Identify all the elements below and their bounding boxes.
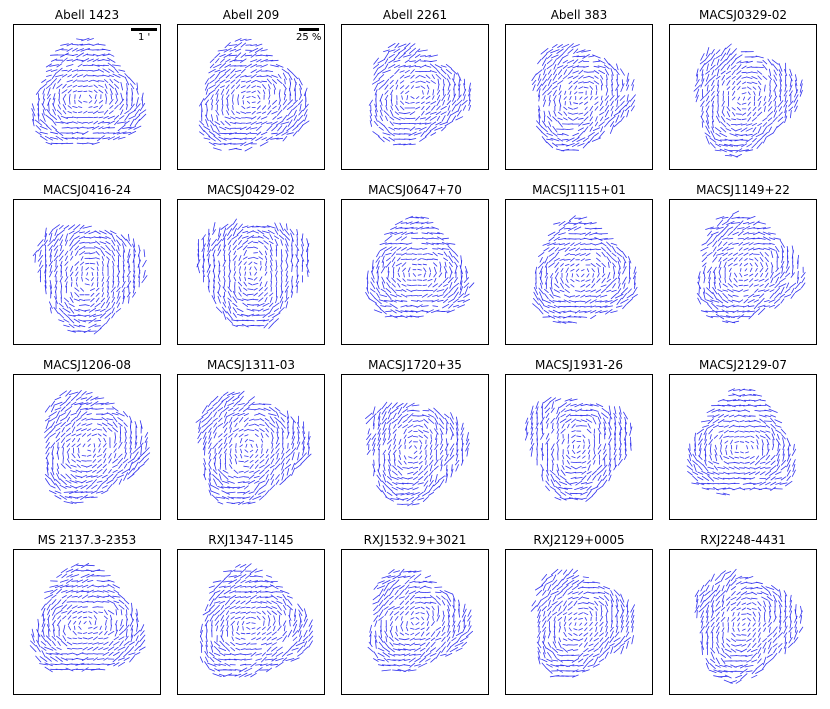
stick-field xyxy=(199,563,314,678)
field-panel xyxy=(669,549,817,695)
length-scale-bar xyxy=(131,28,157,31)
field-panel xyxy=(341,24,489,170)
field-panel xyxy=(177,24,325,170)
field-panel xyxy=(505,199,653,345)
field-panel xyxy=(177,199,325,345)
field-panel xyxy=(13,199,161,345)
field-panel xyxy=(13,24,161,170)
panel-title: MS 2137.3-2353 xyxy=(37,533,137,547)
panel-title: MACSJ0647+70 xyxy=(368,183,462,197)
stick-field xyxy=(196,218,310,329)
stick-field xyxy=(532,215,638,324)
stick-field xyxy=(44,389,151,504)
length-scale-label: 1 ' xyxy=(138,32,151,43)
panel-title: RXJ1347-1145 xyxy=(208,533,294,547)
field-panel xyxy=(341,374,489,520)
panel-title: MACSJ2129-07 xyxy=(698,358,788,372)
ellipticity-scale-bar xyxy=(299,28,319,31)
panel-title: MACSJ1115+01 xyxy=(532,183,626,197)
field-panel xyxy=(669,24,817,170)
panel-title: MACSJ1149+22 xyxy=(696,183,790,197)
stick-field xyxy=(198,38,310,152)
panel-title: MACSJ0329-02 xyxy=(698,8,788,22)
stick-field xyxy=(693,43,803,158)
panel-title: MACSJ1311-03 xyxy=(206,358,296,372)
field-panel xyxy=(13,549,161,695)
panel-title: MACSJ1931-26 xyxy=(534,358,624,372)
panel-title: RXJ2248-4431 xyxy=(700,533,786,547)
field-panel xyxy=(177,549,325,695)
stick-field xyxy=(365,215,475,319)
stick-field xyxy=(365,401,470,507)
field-panel xyxy=(505,24,653,170)
panel-title: Abell 209 xyxy=(222,8,280,22)
panel-title: Abell 2261 xyxy=(382,8,448,22)
field-panel xyxy=(505,374,653,520)
stick-field xyxy=(32,224,148,335)
stick-field xyxy=(686,388,797,496)
panel-title: Abell 1423 xyxy=(54,8,120,22)
stick-field xyxy=(367,568,474,672)
field-panel xyxy=(13,374,161,520)
panel-title: RXJ2129+0005 xyxy=(533,533,625,547)
panel-title: RXJ1532.9+3021 xyxy=(363,533,467,547)
stick-field xyxy=(29,562,146,673)
field-panel xyxy=(177,374,325,520)
panel-title: MACSJ1206-08 xyxy=(42,358,132,372)
stick-field xyxy=(31,37,147,145)
stick-field xyxy=(524,396,633,502)
field-panel xyxy=(341,199,489,345)
ellipticity-scale-label: 25 % xyxy=(296,32,322,43)
stick-field xyxy=(694,568,804,684)
panel-title: MACSJ1720+35 xyxy=(368,358,462,372)
field-panel xyxy=(505,549,653,695)
panel-title: MACSJ0416-24 xyxy=(42,183,132,197)
panel-title: MACSJ0429-02 xyxy=(206,183,296,197)
stick-field xyxy=(530,568,636,678)
stick-field xyxy=(368,42,472,146)
field-panel xyxy=(669,374,817,520)
field-panel xyxy=(341,549,489,695)
stick-field xyxy=(195,390,312,506)
stick-field xyxy=(696,210,806,324)
panel-title: Abell 383 xyxy=(550,8,608,22)
stick-field xyxy=(531,43,636,152)
field-panel xyxy=(669,199,817,345)
